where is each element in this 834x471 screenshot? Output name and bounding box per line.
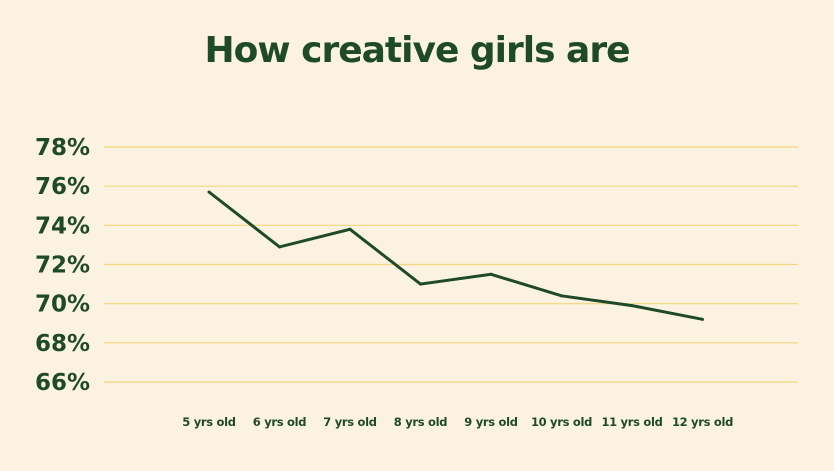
- data-point: [278, 245, 281, 249]
- x-tick-label: 11 yrs old: [601, 415, 662, 429]
- series-line: [208, 190, 703, 321]
- data-point: [701, 317, 704, 321]
- chart-title: How creative girls are: [204, 30, 630, 71]
- data-point: [348, 227, 352, 231]
- y-tick-label: 68%: [35, 331, 90, 357]
- y-axis-tick-labels: 78% 76% 74% 72% 70% 68% 66%: [35, 135, 90, 396]
- x-tick-label: 5 yrs old: [182, 415, 235, 429]
- x-tick-label: 8 yrs old: [394, 415, 447, 429]
- x-axis-tick-labels: 5 yrs old 6 yrs old 7 yrs old 8 yrs old 9 yr…: [182, 415, 733, 429]
- y-tick-label: 74%: [35, 213, 90, 239]
- y-tick-label: 76%: [35, 174, 90, 200]
- series-layer: [207, 190, 704, 321]
- y-tick-label: 72%: [35, 253, 90, 279]
- grid-lines: [104, 146, 798, 383]
- x-tick-label: 9 yrs old: [464, 415, 517, 429]
- data-point: [630, 304, 634, 308]
- x-tick-label: 10 yrs old: [531, 415, 592, 429]
- y-tick-label: 66%: [35, 370, 90, 396]
- x-tick-label: 12 yrs old: [672, 415, 733, 429]
- data-point: [489, 272, 493, 276]
- data-point: [560, 294, 563, 298]
- y-tick-label: 78%: [35, 135, 90, 161]
- x-tick-label: 6 yrs old: [253, 415, 306, 429]
- data-point: [419, 282, 422, 286]
- x-tick-label: 7 yrs old: [323, 415, 376, 429]
- data-point: [207, 190, 211, 194]
- y-tick-label: 70%: [35, 292, 90, 318]
